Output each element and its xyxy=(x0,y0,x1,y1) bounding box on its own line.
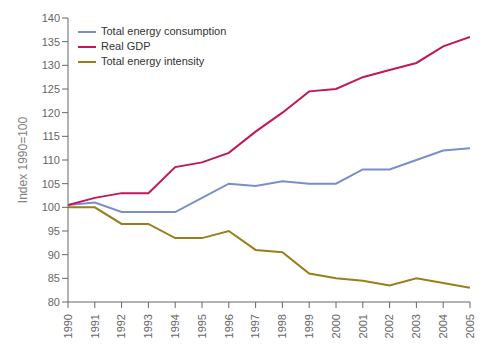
svg-text:1999: 1999 xyxy=(303,314,315,338)
svg-text:110: 110 xyxy=(42,154,60,166)
svg-text:120: 120 xyxy=(42,107,60,119)
svg-text:1997: 1997 xyxy=(249,314,261,338)
svg-text:1990: 1990 xyxy=(62,314,74,338)
svg-text:1996: 1996 xyxy=(223,314,235,338)
svg-text:2002: 2002 xyxy=(383,314,395,338)
svg-text:1995: 1995 xyxy=(196,314,208,338)
svg-text:115: 115 xyxy=(42,130,60,142)
svg-text:140: 140 xyxy=(42,12,60,24)
svg-text:2005: 2005 xyxy=(464,314,476,338)
svg-text:125: 125 xyxy=(42,83,60,95)
svg-text:80: 80 xyxy=(48,296,60,308)
svg-text:135: 135 xyxy=(42,36,60,48)
svg-text:100: 100 xyxy=(42,201,60,213)
svg-text:2000: 2000 xyxy=(330,314,342,338)
svg-text:95: 95 xyxy=(48,225,60,237)
html-text:Real GDP: Real GDP xyxy=(101,40,151,52)
svg-text:1992: 1992 xyxy=(115,314,127,338)
svg-text:90: 90 xyxy=(48,249,60,261)
svg-text:1991: 1991 xyxy=(89,314,101,338)
svg-text:105: 105 xyxy=(42,178,60,190)
svg-text:1993: 1993 xyxy=(142,314,154,338)
svg-text:1994: 1994 xyxy=(169,314,181,338)
svg-text:Index 1990=100: Index 1990=100 xyxy=(16,116,30,203)
svg-text:2004: 2004 xyxy=(437,314,449,338)
svg-text:1998: 1998 xyxy=(276,314,288,338)
html-text:Total energy intensity: Total energy intensity xyxy=(101,55,205,67)
svg-text:85: 85 xyxy=(48,272,60,284)
svg-text:2003: 2003 xyxy=(410,314,422,338)
svg-text:2001: 2001 xyxy=(357,314,369,338)
html-text:Total energy consumption: Total energy consumption xyxy=(101,25,227,37)
svg-text:130: 130 xyxy=(42,59,60,71)
